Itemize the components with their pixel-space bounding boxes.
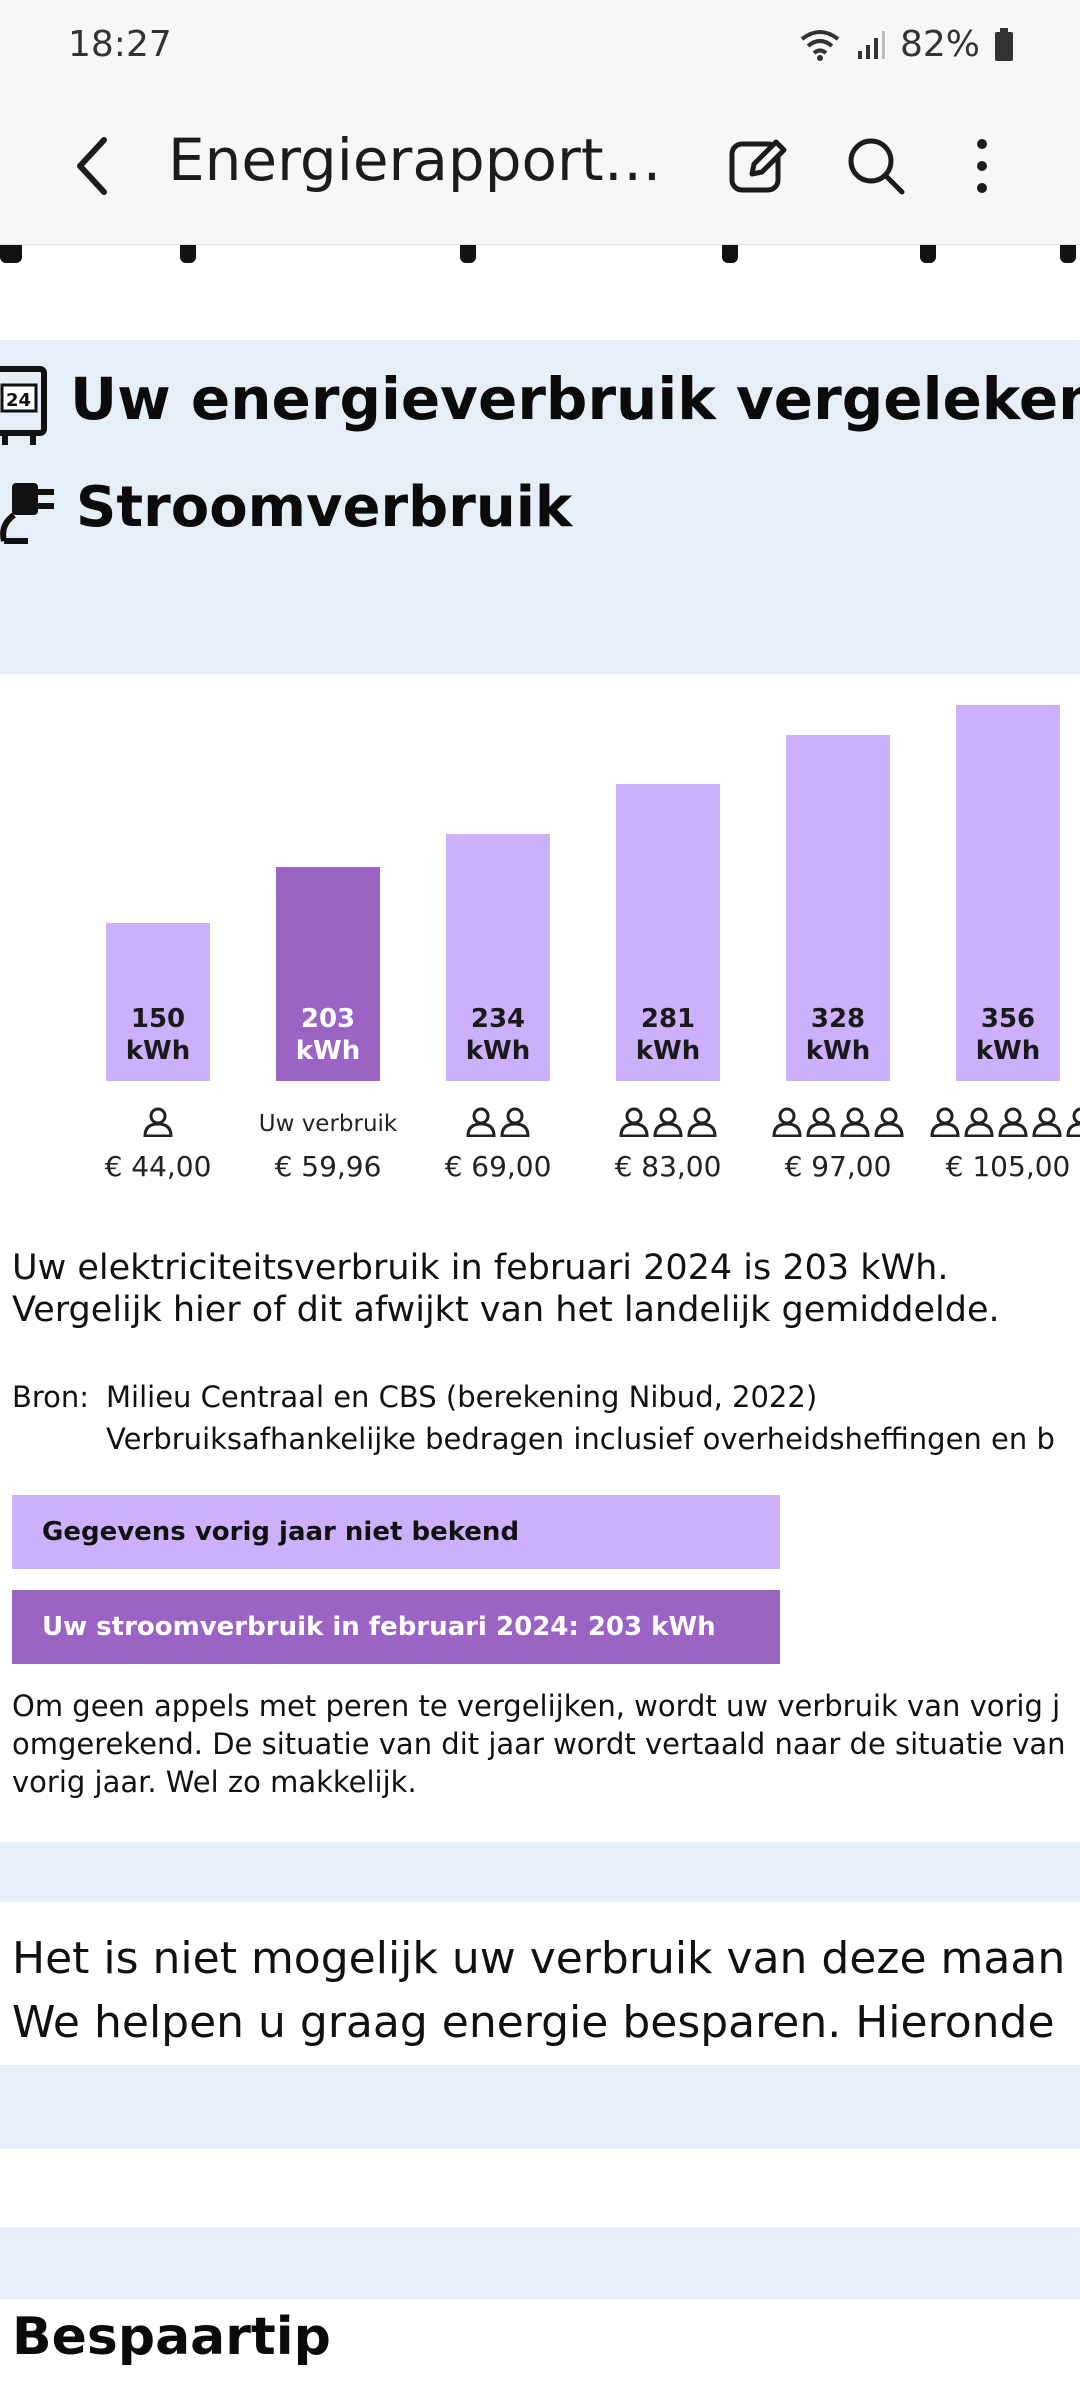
battery-percent: 82% bbox=[899, 24, 980, 65]
source-line-2: Verbruiksafhankelijke bedragen inclusief… bbox=[106, 1422, 1055, 1456]
person-icon bbox=[466, 1107, 496, 1138]
bar-price-label: € 59,96 bbox=[274, 1150, 382, 1183]
person-icon bbox=[806, 1107, 836, 1138]
person-icon bbox=[143, 1107, 173, 1138]
bar-price-label: € 69,00 bbox=[444, 1150, 552, 1183]
cropped-text-line bbox=[0, 245, 1080, 263]
note-line-2: omgerekend. De situatie van dit jaar wor… bbox=[12, 1727, 1066, 1761]
person-icon bbox=[1066, 1107, 1080, 1138]
source-label: Bron: bbox=[12, 1380, 90, 1414]
chart-bar: 328 kWh bbox=[786, 735, 890, 1081]
wifi-icon bbox=[800, 29, 840, 61]
person-icon bbox=[998, 1107, 1028, 1138]
person-icon bbox=[930, 1107, 960, 1138]
bar-value-label: 356 kWh bbox=[956, 1003, 1060, 1067]
bar-unit: kWh bbox=[635, 1036, 701, 1066]
summary-line-1: Uw elektriciteitsverbruik in februari 20… bbox=[12, 1248, 949, 1288]
person-icon bbox=[619, 1107, 649, 1138]
bar-price-label: € 83,00 bbox=[614, 1150, 722, 1183]
bar-value-label: 150 kWh bbox=[106, 1003, 210, 1067]
bar-unit: kWh bbox=[465, 1036, 531, 1066]
bar-price-label: € 44,00 bbox=[104, 1150, 212, 1183]
plug-icon bbox=[0, 483, 54, 544]
divider-band-2 bbox=[0, 2065, 1080, 2149]
summary-line-2: Vergelijk hier of dit afwijkt van het la… bbox=[12, 1290, 1000, 1330]
bar-price-label: € 105,00 bbox=[945, 1150, 1071, 1183]
section-subheading: Stroomverbruik bbox=[76, 475, 573, 540]
person-icon-group bbox=[588, 1107, 748, 1145]
chart-bar: 203 kWh bbox=[276, 867, 380, 1081]
chart-bar: 234 kWh bbox=[446, 834, 550, 1081]
header-band bbox=[0, 340, 1080, 674]
note-line-1: Om geen appels met peren te vergelijken,… bbox=[12, 1689, 1061, 1723]
person-icon bbox=[772, 1107, 802, 1138]
category-label: Uw verbruik bbox=[258, 1111, 398, 1137]
back-arrow-icon[interactable] bbox=[64, 126, 124, 206]
person-icon bbox=[1032, 1107, 1062, 1138]
section-heading: Uw energieverbruik vergeleken me bbox=[70, 365, 1080, 433]
person-icon-group bbox=[78, 1107, 238, 1145]
more-vert-icon[interactable] bbox=[950, 130, 1022, 202]
bar-value: 356 bbox=[980, 1004, 1036, 1034]
document-view[interactable]: 24 Uw energieverbruik vergeleken me Stro… bbox=[0, 245, 1080, 2400]
chart-bar: 281 kWh bbox=[616, 784, 720, 1081]
previous-year-box: Gegevens vorig jaar niet bekend bbox=[12, 1495, 780, 1569]
divider-band-3 bbox=[0, 2227, 1080, 2299]
bar-unit: kWh bbox=[805, 1036, 871, 1066]
status-icons: 82% bbox=[798, 24, 1014, 65]
person-icon-group bbox=[758, 1107, 918, 1145]
bar-value-label: 281 kWh bbox=[616, 1003, 720, 1067]
chart-bar: 150 kWh bbox=[106, 923, 210, 1081]
message-line-1: Het is niet mogelijk uw verbruik van dez… bbox=[12, 1933, 1066, 1984]
person-icon bbox=[500, 1107, 530, 1138]
bar-unit: kWh bbox=[975, 1036, 1041, 1066]
search-icon[interactable] bbox=[840, 130, 912, 202]
bar-price-label: € 97,00 bbox=[784, 1150, 892, 1183]
svg-text:24: 24 bbox=[6, 390, 31, 411]
message-line-2: We helpen u graag energie besparen. Hier… bbox=[12, 1997, 1055, 2048]
edit-icon[interactable] bbox=[722, 130, 794, 202]
app-bar: Energierapport_F... bbox=[0, 96, 1080, 245]
bar-value: 203 bbox=[300, 1004, 356, 1034]
divider-band-1 bbox=[0, 1842, 1080, 1902]
bar-unit: kWh bbox=[125, 1036, 191, 1066]
status-bar: 18:27 82% bbox=[0, 0, 1080, 96]
person-icon bbox=[964, 1107, 994, 1138]
status-time: 18:27 bbox=[68, 24, 172, 65]
current-usage-box: Uw stroomverbruik in februari 2024: 203 … bbox=[12, 1590, 780, 1664]
person-icon bbox=[874, 1107, 904, 1138]
bar-value: 281 bbox=[640, 1004, 696, 1034]
bar-value: 328 bbox=[810, 1004, 866, 1034]
chart-bar: 356 kWh bbox=[956, 705, 1060, 1081]
person-icon-group bbox=[928, 1107, 1080, 1145]
bar-value: 150 bbox=[130, 1004, 186, 1034]
source-line-1: Milieu Centraal en CBS (berekening Nibud… bbox=[106, 1380, 818, 1414]
signal-icon bbox=[857, 30, 885, 59]
bar-value-label: 328 kWh bbox=[786, 1003, 890, 1067]
document-title: Energierapport_F... bbox=[168, 126, 688, 194]
person-icon bbox=[653, 1107, 683, 1138]
person-icon bbox=[840, 1107, 870, 1138]
bar-unit: kWh bbox=[295, 1036, 361, 1066]
person-icon-group bbox=[418, 1107, 578, 1145]
note-line-3: vorig jaar. Wel zo makkelijk. bbox=[12, 1765, 417, 1799]
bar-value-label: 234 kWh bbox=[446, 1003, 550, 1067]
bar-value-label: 203 kWh bbox=[276, 1003, 380, 1067]
battery-icon bbox=[995, 27, 1013, 61]
bar-value: 234 bbox=[470, 1004, 526, 1034]
person-icon bbox=[687, 1107, 717, 1138]
tip-heading: Bespaartip bbox=[12, 2307, 331, 2367]
meter-icon: 24 bbox=[0, 366, 47, 445]
